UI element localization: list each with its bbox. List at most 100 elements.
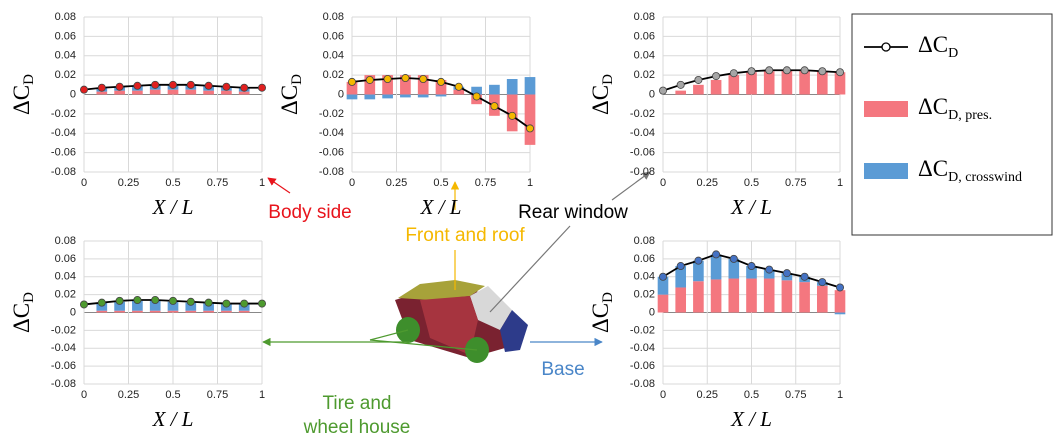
bar — [746, 72, 757, 95]
marker — [222, 82, 231, 91]
marker — [133, 295, 142, 304]
x-axis-label: X / L — [420, 195, 462, 219]
annotation: Tire and — [323, 393, 392, 414]
legend-label-sub: D, pres. — [948, 108, 992, 123]
y-tick-label: -0.06 — [51, 360, 76, 372]
y-tick-label: 0 — [649, 88, 655, 100]
bar — [435, 79, 447, 95]
marker — [712, 72, 721, 81]
legend-label-sub: D, crosswind — [948, 170, 1022, 185]
x-tick-label: 0.5 — [433, 177, 448, 189]
x-tick-label: 0.75 — [207, 389, 228, 401]
marker — [436, 77, 445, 86]
bar — [364, 94, 376, 100]
marker — [454, 82, 463, 91]
bar — [203, 90, 214, 95]
x-tick-label: 1 — [527, 177, 533, 189]
x-axis-label: X / L — [730, 195, 772, 219]
bar — [221, 310, 232, 313]
y-axis-label-text: ΔC — [277, 85, 302, 115]
bar — [834, 290, 846, 313]
y-tick-label: -0.08 — [630, 166, 655, 178]
y-tick-label: 0.06 — [55, 253, 76, 265]
y-axis-label-text: ΔC — [588, 85, 613, 115]
annotation: Body side — [268, 202, 351, 223]
bar — [710, 79, 722, 95]
marker — [765, 265, 774, 274]
bar — [132, 310, 143, 313]
bar — [114, 301, 125, 311]
bar — [400, 94, 411, 98]
y-tick-label: 0.02 — [634, 289, 655, 301]
y-tick-label: -0.06 — [51, 147, 76, 159]
x-tick-label: 0 — [660, 177, 666, 189]
bar — [675, 266, 687, 288]
legend-swatch — [864, 101, 908, 117]
x-tick-label: 0.75 — [475, 177, 496, 189]
x-tick-label: 0 — [349, 177, 355, 189]
bar — [710, 279, 722, 313]
marker — [747, 67, 756, 76]
marker — [818, 278, 827, 287]
marker — [800, 272, 809, 281]
bar — [346, 94, 358, 100]
bar — [96, 91, 108, 95]
y-axis-label-sub: D — [21, 74, 37, 85]
chart-panel: -0.08 -0.06 -0.04 -0.02 0 0.02 0.04 0.06 0.08 0 0.… — [9, 235, 410, 438]
marker — [747, 262, 756, 271]
marker — [508, 111, 517, 120]
marker — [347, 77, 356, 86]
x-tick-label: 0 — [81, 389, 87, 401]
bar — [185, 89, 197, 95]
y-tick-label: 0.04 — [55, 271, 76, 283]
bar — [799, 70, 810, 95]
y-tick-label: -0.02 — [51, 108, 76, 120]
marker — [694, 75, 703, 84]
bar — [364, 75, 376, 95]
x-tick-label: 0.25 — [118, 177, 139, 189]
marker — [151, 295, 160, 304]
marker — [729, 69, 738, 78]
bar — [693, 84, 704, 95]
annotation: Front and roof — [405, 225, 525, 246]
chart-panel: -0.08 -0.06 -0.04 -0.02 0 0.02 0.04 0.06 0.08 0 0.… — [277, 11, 536, 246]
marker — [133, 81, 142, 90]
bar — [417, 75, 429, 95]
y-tick-label: 0.08 — [55, 11, 76, 23]
y-tick-label: -0.02 — [630, 108, 655, 120]
marker — [168, 296, 177, 305]
bar — [728, 258, 740, 279]
bar — [693, 281, 704, 313]
bar — [781, 70, 793, 95]
x-axis-label: X / L — [730, 407, 772, 431]
x-tick-label: 0.75 — [785, 177, 806, 189]
y-tick-label: -0.06 — [319, 147, 344, 159]
marker — [222, 299, 231, 308]
leader-line — [369, 329, 409, 341]
y-tick-label: 0.06 — [55, 30, 76, 42]
bar — [728, 75, 740, 95]
bar — [114, 310, 125, 313]
bar — [675, 90, 687, 95]
bar — [149, 89, 161, 95]
y-tick-label: 0.08 — [323, 11, 344, 23]
x-tick-label: 0.5 — [165, 177, 180, 189]
arrow — [267, 177, 291, 194]
x-tick-label: 1 — [259, 389, 265, 401]
y-tick-label: -0.02 — [51, 324, 76, 336]
bar — [746, 266, 757, 279]
car-rear-window — [470, 286, 512, 330]
y-tick-label: -0.08 — [630, 378, 655, 390]
bar — [149, 310, 161, 313]
x-tick-label: 0.25 — [386, 177, 407, 189]
marker — [97, 83, 106, 92]
y-tick-label: 0.04 — [634, 50, 655, 62]
bar — [746, 278, 757, 313]
bar — [471, 86, 482, 95]
y-axis-label-sub: D — [600, 74, 616, 85]
bar — [781, 280, 793, 313]
x-tick-label: 0.25 — [697, 177, 718, 189]
bar — [114, 90, 125, 95]
x-axis-label: X / L — [152, 407, 194, 431]
